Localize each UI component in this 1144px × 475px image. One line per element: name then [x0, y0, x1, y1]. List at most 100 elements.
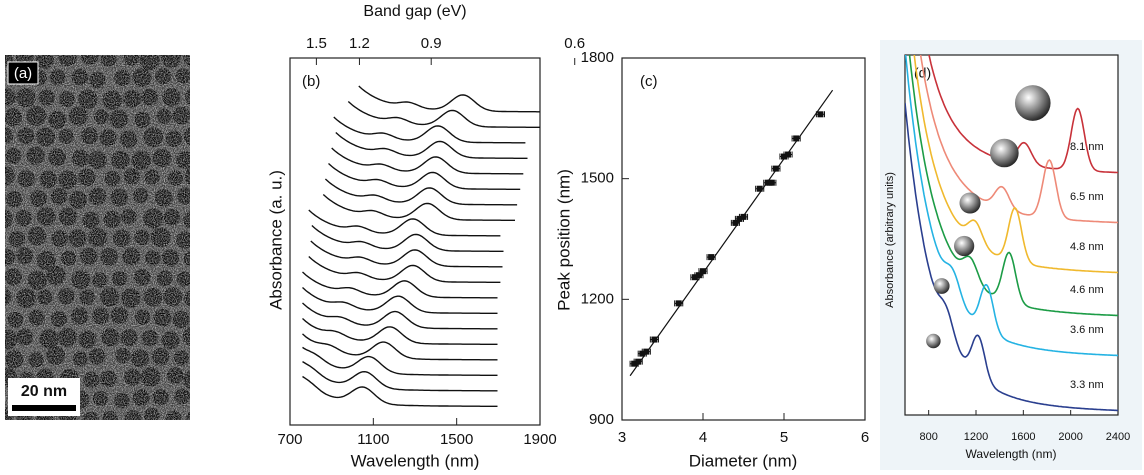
nanocrystal-icon	[933, 278, 950, 294]
y-tick-label: 1500	[581, 170, 614, 187]
point	[651, 336, 658, 343]
particle	[196, 190, 211, 205]
series-label: 4.6 nm	[1070, 284, 1104, 296]
spectrum	[322, 193, 515, 221]
point	[700, 268, 706, 275]
point	[732, 219, 739, 226]
x-tick-label: 2400	[1106, 431, 1130, 443]
spectra	[905, 55, 1118, 412]
series-label: 3.3 nm	[1070, 379, 1104, 391]
axes-frame	[904, 54, 1119, 416]
panel-a: (a) 20 nm	[5, 55, 216, 420]
x-tick-label: 3	[618, 429, 626, 446]
x2-tick-label: 1.2	[349, 35, 370, 52]
panel-label: (d)	[914, 65, 931, 81]
nanocrystal-icon	[959, 192, 981, 214]
point	[635, 358, 642, 365]
x2-tick-label: 1.5	[306, 35, 327, 52]
panel-c: (c) Diameter (nm) Peak position (nm) 3 4 5…	[554, 49, 869, 471]
x-tick-label: 1900	[523, 431, 556, 448]
spectrum	[302, 317, 498, 345]
particle	[199, 230, 214, 245]
particle	[196, 350, 214, 368]
panel-label: (a)	[14, 65, 32, 82]
axes-frame	[289, 57, 541, 426]
particle	[198, 112, 214, 128]
panel-b: (b) Wavelength (nm) Band gap (eV) Absorb…	[266, 3, 585, 470]
y-tick-label: 1200	[581, 290, 614, 307]
series-label: 6.5 nm	[1070, 191, 1104, 203]
spectrum	[302, 271, 498, 299]
plot-bg	[905, 55, 1118, 415]
spectrum	[913, 55, 1118, 274]
spectrum	[905, 102, 1118, 412]
point	[695, 272, 702, 279]
point	[785, 151, 792, 158]
x-axis-label: Wavelength (nm)	[966, 447, 1057, 461]
scale-text: 20 nm	[21, 383, 67, 400]
spectrum	[302, 302, 498, 330]
x2-tick-label: 0.6	[564, 35, 585, 52]
spectrum	[358, 85, 540, 113]
x-axis-label: Wavelength (nm)	[351, 451, 480, 470]
spectrum	[347, 100, 540, 128]
y-tick-label: 900	[589, 411, 614, 428]
x-tick-label: 1200	[964, 431, 988, 443]
panel-label: (c)	[640, 73, 658, 90]
series-label: 8.1 nm	[1070, 141, 1104, 153]
y-tick-label: 1800	[581, 49, 614, 66]
x-tick-label: 1500	[440, 431, 473, 448]
x-tick-label: 1100	[357, 431, 389, 448]
spectra	[302, 85, 540, 407]
spectrum	[905, 55, 1118, 357]
point	[708, 254, 715, 261]
point	[643, 348, 650, 355]
spectrum	[328, 162, 521, 190]
y-axis-label: Absorbance (a. u.)	[266, 170, 285, 310]
panel-d: (d) Wavelength (nm) Absorbance (arbitrar…	[880, 40, 1142, 470]
point	[675, 300, 682, 307]
x2-tick-label: 0.9	[421, 35, 442, 52]
point	[740, 213, 747, 220]
particle	[197, 149, 216, 168]
point	[793, 135, 800, 142]
y-axis-label: Absorbance (arbitrary units)	[884, 172, 896, 308]
label-box	[7, 61, 39, 85]
spectrum	[308, 209, 501, 237]
x-tick-label: 2000	[1058, 431, 1082, 443]
particle	[198, 312, 213, 327]
nanocrystal-icon	[954, 235, 975, 257]
x-tick-label: 6	[861, 429, 869, 446]
point	[768, 179, 775, 186]
spectrum	[310, 240, 503, 268]
x-tick-label: 800	[919, 431, 937, 443]
x2-axis-label: Band gap (eV)	[363, 3, 466, 20]
axes-frame	[621, 57, 866, 421]
x-tick-label: 700	[277, 431, 302, 448]
point	[772, 165, 779, 172]
spectrum	[302, 333, 498, 361]
texture	[5, 55, 190, 420]
point	[817, 111, 824, 118]
scale-bar	[12, 405, 76, 411]
particle	[195, 70, 213, 88]
nanocrystal-icon	[1014, 85, 1051, 121]
particle	[195, 268, 212, 285]
y-axis-label: Peak position (nm)	[554, 169, 573, 311]
spectrum	[908, 55, 1118, 317]
series-label: 4.8 nm	[1070, 241, 1104, 253]
panel-label: (b)	[302, 73, 320, 90]
nanocrystal-icon	[990, 138, 1019, 168]
spectrum	[302, 360, 498, 392]
spectrum	[331, 147, 524, 175]
point	[756, 185, 763, 192]
series-label: 3.6 nm	[1070, 324, 1104, 336]
x-tick-label: 4	[699, 429, 707, 446]
nanocrystal-icon	[926, 333, 941, 349]
spectrum	[302, 286, 498, 314]
spectrum	[324, 178, 518, 206]
x-axis-label: Diameter (nm)	[689, 451, 798, 470]
x-tick-label: 5	[780, 429, 788, 446]
spectrum	[311, 224, 504, 252]
